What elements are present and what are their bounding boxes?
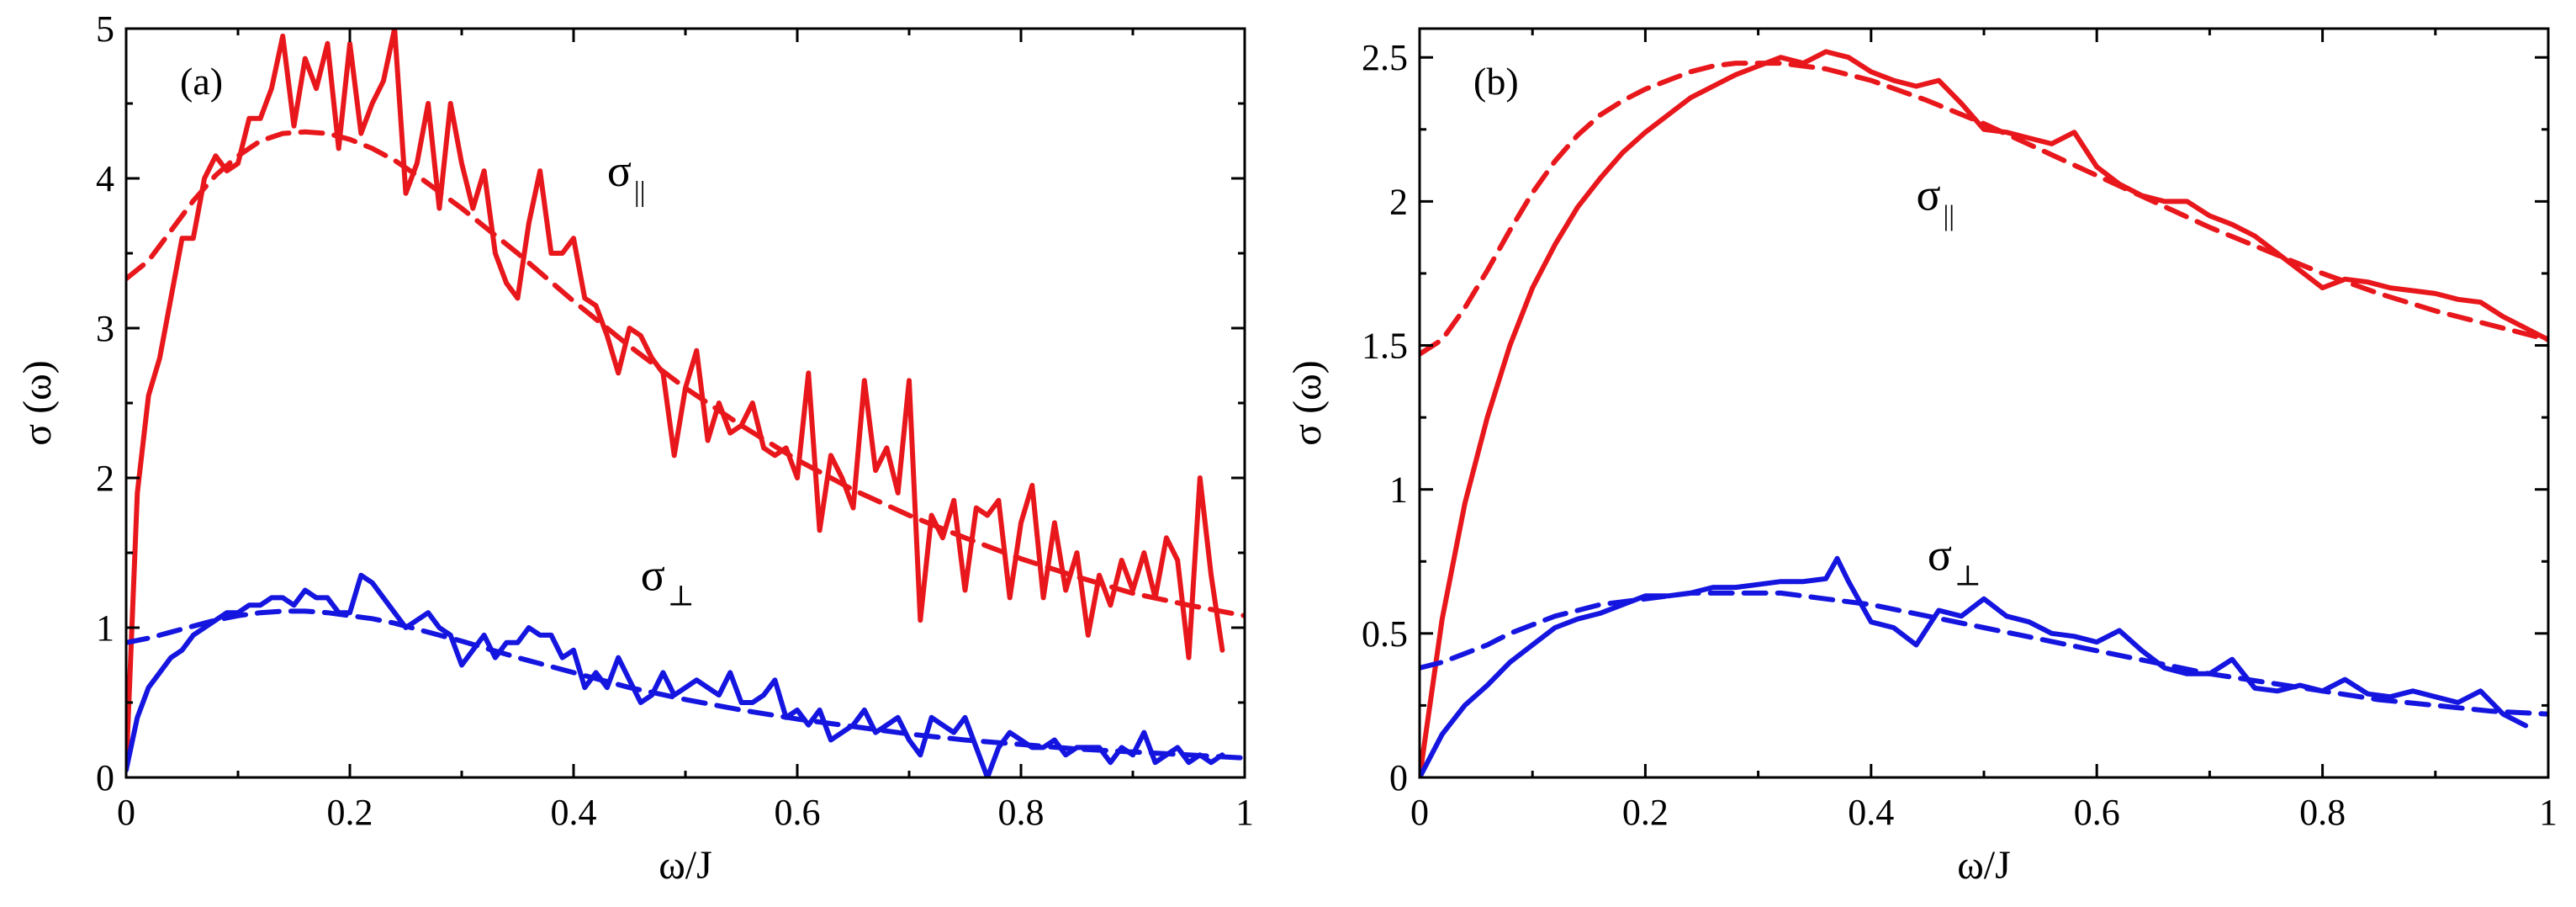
y-axis-title: σ (ω) (15, 360, 60, 445)
series-line-4-fit (126, 608, 1245, 761)
series-group (1420, 49, 2548, 777)
x-tick-label: 0.8 (2299, 792, 2346, 833)
series-line-2-fit (1420, 61, 2548, 357)
plot-frame (1418, 27, 2550, 779)
x-axis-title: ω/J (1957, 843, 2011, 888)
x-tick-label: 0.4 (1848, 792, 1894, 833)
x-tick-label: 0 (117, 792, 135, 833)
y-tick-label: 1.5 (1362, 326, 1408, 367)
series-group (126, 29, 1245, 777)
x-axis-title: ω/J (659, 843, 712, 888)
series-annotation: σ (641, 550, 665, 601)
series-annotation-subscript: ⊥ (1954, 561, 1981, 592)
series-line-1-data (126, 29, 1225, 773)
series-annotation: σ (607, 146, 632, 196)
y-tick-label: 2 (1389, 181, 1408, 222)
x-tick-label: 0.8 (998, 792, 1045, 833)
y-axis-title: σ (ω) (1285, 360, 1330, 445)
y-tick-label: 5 (96, 8, 114, 50)
x-tick-label: 0.6 (775, 792, 821, 833)
series-annotation: σ (1916, 170, 1940, 220)
series-annotation: σ (1928, 530, 1952, 581)
series-line-4-fit (1420, 590, 2548, 717)
x-tick-label: 1 (2539, 792, 2557, 833)
series-line-3-data (1420, 555, 2529, 777)
y-tick-label: 2.5 (1362, 37, 1408, 78)
x-tick-label: 0.2 (1622, 792, 1669, 833)
series-annotation-subscript: || (1943, 201, 1954, 232)
y-tick-label: 3 (96, 308, 114, 349)
y-tick-label: 1 (96, 607, 114, 649)
series-annotation-subscript: || (634, 177, 646, 208)
x-tick-label: 0.4 (551, 792, 597, 833)
y-tick-label: 2 (96, 458, 114, 499)
series-line-2-fit (126, 129, 1245, 618)
y-tick-label: 0.5 (1362, 613, 1408, 655)
panel-b: 0 0.2 0.4 0.6 0.8 100.511.522.5ω/Jσ (ω)(b)σ ||… (1285, 27, 2557, 888)
x-tick-label: 1 (1235, 792, 1254, 833)
panel-label: (b) (1473, 60, 1519, 103)
y-tick-label: 0 (96, 757, 114, 798)
y-tick-label: 4 (96, 158, 114, 199)
panel-label: (a) (180, 60, 223, 103)
y-tick-label: 1 (1389, 469, 1408, 511)
x-tick-label: 0 (1410, 792, 1429, 833)
y-tick-label: 0 (1389, 757, 1408, 798)
x-tick-label: 0.6 (2074, 792, 2120, 833)
series-line-1-data (1420, 49, 2548, 777)
series-annotation-subscript: ⊥ (668, 581, 695, 613)
x-tick-label: 0.2 (327, 792, 373, 833)
